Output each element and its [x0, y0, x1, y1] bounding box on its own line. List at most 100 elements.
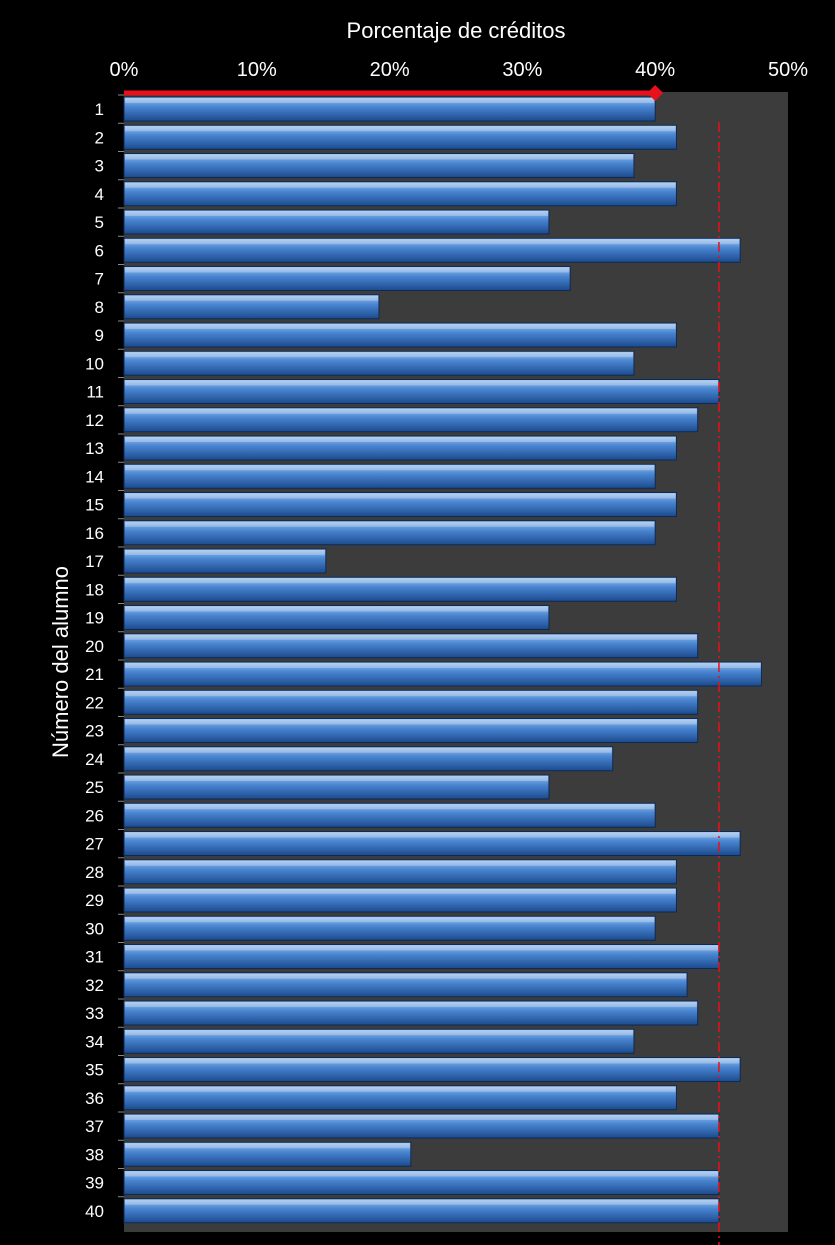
bar — [123, 1057, 741, 1082]
bar-highlight — [125, 719, 697, 725]
bar — [123, 407, 699, 433]
x-tick-label: 20% — [370, 59, 410, 81]
category-label: 26 — [85, 806, 104, 825]
bar — [123, 944, 720, 969]
category-label: 8 — [95, 298, 104, 317]
bar — [123, 1113, 720, 1139]
category-label: 17 — [85, 552, 104, 571]
category-label: 6 — [95, 241, 104, 260]
bar-highlight — [125, 1143, 410, 1149]
bar-highlight — [125, 126, 676, 132]
category-label: 24 — [85, 750, 104, 769]
bar — [123, 887, 677, 913]
category-label: 14 — [85, 467, 104, 486]
category-label: 12 — [85, 411, 104, 430]
bar-highlight — [125, 663, 761, 668]
category-label: 30 — [85, 919, 104, 938]
bar-highlight — [125, 267, 570, 273]
bar — [123, 972, 688, 998]
bar — [123, 576, 677, 602]
category-label: 31 — [85, 948, 104, 967]
bar-highlight — [125, 917, 655, 923]
bar — [123, 520, 656, 546]
bar-highlight — [125, 973, 687, 979]
bar — [123, 237, 741, 263]
bar — [123, 689, 699, 715]
bar — [123, 294, 380, 320]
bar — [123, 1141, 412, 1167]
bar — [123, 746, 614, 772]
bar — [123, 1085, 677, 1111]
bar-highlight — [125, 747, 612, 753]
bar-highlight — [125, 1030, 633, 1036]
bar-highlight — [125, 352, 633, 358]
bar-highlight — [125, 634, 697, 640]
bar-highlight — [125, 1171, 718, 1177]
bar — [123, 209, 550, 235]
bar — [123, 1000, 699, 1026]
bar-highlight — [125, 889, 676, 894]
bar — [123, 774, 550, 800]
category-label: 38 — [85, 1145, 104, 1164]
bar-highlight — [125, 1086, 676, 1092]
bar — [123, 153, 635, 178]
bar — [123, 605, 550, 630]
bar-highlight — [125, 465, 655, 471]
category-label: 39 — [85, 1174, 104, 1193]
bar-highlight — [125, 295, 378, 301]
category-label: 36 — [85, 1089, 104, 1108]
category-label: 32 — [85, 976, 104, 995]
bar-highlight — [125, 211, 548, 216]
bar-highlight — [125, 945, 718, 951]
bar — [123, 831, 741, 856]
category-label: 20 — [85, 637, 104, 656]
bar — [123, 859, 677, 885]
bar-highlight — [125, 380, 718, 386]
bar-highlight — [125, 182, 676, 188]
bar-highlight — [125, 776, 548, 781]
bar-highlight — [125, 521, 655, 527]
category-label: 21 — [85, 665, 104, 684]
bar — [123, 266, 571, 291]
bar — [123, 96, 656, 122]
category-label: 7 — [95, 270, 104, 289]
bar — [123, 661, 762, 687]
category-label: 40 — [85, 1202, 104, 1221]
bar — [123, 802, 656, 828]
bar-highlight — [125, 408, 697, 414]
bar — [123, 322, 677, 348]
bar — [123, 463, 656, 489]
category-label: 37 — [85, 1117, 104, 1136]
category-label: 3 — [95, 157, 104, 176]
bar-highlight — [125, 578, 676, 584]
bar — [123, 435, 677, 461]
x-tick-label: 50% — [768, 59, 808, 81]
bar-highlight — [125, 1115, 718, 1120]
bar-highlight — [125, 1002, 697, 1007]
x-tick-label: 0% — [110, 59, 139, 81]
category-label: 13 — [85, 439, 104, 458]
bar-highlight — [125, 1058, 740, 1064]
bar — [123, 915, 656, 941]
bar-highlight — [125, 804, 655, 810]
bar — [123, 548, 327, 574]
category-label: 10 — [85, 354, 104, 373]
bar — [123, 492, 677, 517]
bar-highlight — [125, 691, 697, 697]
bar-highlight — [125, 860, 676, 866]
category-label: 33 — [85, 1004, 104, 1023]
bar — [123, 1170, 720, 1195]
bar — [123, 1028, 635, 1054]
bar — [123, 350, 635, 376]
x-tick-label: 30% — [502, 59, 542, 81]
category-label: 9 — [95, 326, 104, 345]
category-label: 11 — [86, 383, 104, 402]
category-label: 16 — [85, 524, 104, 543]
bar — [123, 124, 677, 150]
bar — [123, 379, 720, 404]
bar-highlight — [125, 606, 548, 612]
x-tick-label: 10% — [237, 59, 277, 81]
category-label: 34 — [85, 1032, 104, 1051]
